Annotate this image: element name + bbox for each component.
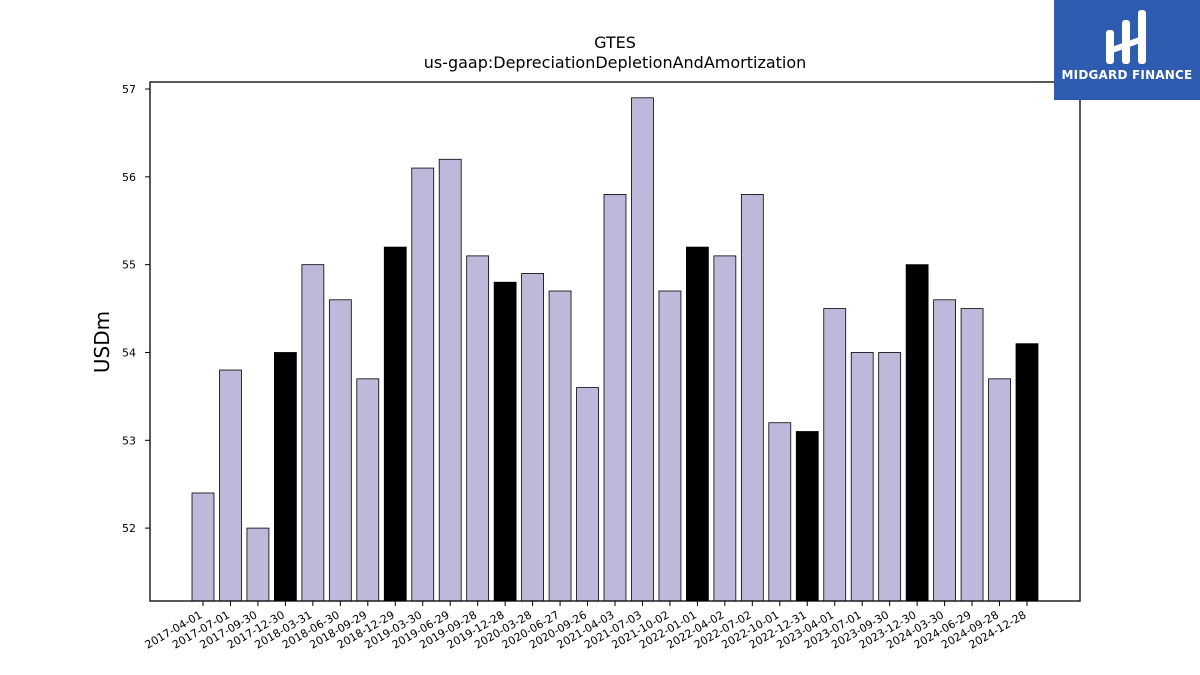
bar-2019-03-30 <box>411 167 435 602</box>
plot-frame <box>149 81 1081 602</box>
bar-2024-12-28 <box>1015 343 1039 602</box>
bar-2021-07-03 <box>631 97 654 602</box>
bar-2018-06-30 <box>328 299 352 602</box>
bars-group <box>191 97 1039 602</box>
bar-2023-09-30 <box>878 352 902 602</box>
x-ticks-group: 2017-04-012017-07-012017-09-302017-12-30… <box>143 601 1029 652</box>
chart-subtitle: us-gaap:DepreciationDepletionAndAmortiza… <box>424 53 807 72</box>
bar-2017-09-30 <box>246 527 270 602</box>
y-tick-label: 52 <box>122 522 136 535</box>
bar-2017-04-01 <box>191 492 215 602</box>
bar-2020-09-26 <box>576 387 599 602</box>
bar-2024-03-30 <box>933 299 956 602</box>
midgard-finance-logo: MIDGARD FINANCE <box>1054 0 1200 100</box>
bar-2019-09-28 <box>466 255 490 602</box>
chart-title: GTES <box>594 33 636 52</box>
y-tick-label: 55 <box>122 259 136 272</box>
bar-2019-06-29 <box>438 158 462 602</box>
y-tick-label: 53 <box>122 434 136 447</box>
bar-2020-06-27 <box>548 290 572 602</box>
bar-2021-10-02 <box>658 290 682 602</box>
logo-text: MIDGARD FINANCE <box>1061 68 1193 82</box>
bar-2017-07-01 <box>219 369 242 602</box>
bar-2019-12-28 <box>493 281 517 602</box>
bar-2018-03-31 <box>301 264 325 602</box>
bar-2023-12-30 <box>905 264 929 602</box>
bar-2023-04-01 <box>823 308 847 602</box>
bar-2018-09-29 <box>356 378 380 602</box>
bar-2024-09-28 <box>988 378 1011 602</box>
y-tick-label: 54 <box>122 346 136 359</box>
bar-2022-04-02 <box>713 255 737 602</box>
y-ticks-group: 52 53 54 55 56 57 <box>122 83 150 535</box>
bar-2018-12-29 <box>383 246 407 602</box>
bar-2021-04-03 <box>603 194 627 602</box>
bar-2022-01-01 <box>686 246 709 602</box>
midgard-logo-icon <box>1106 10 1146 64</box>
y-axis-label: USDm <box>90 311 114 373</box>
bar-2022-10-01 <box>768 422 792 602</box>
y-tick-label: 57 <box>122 83 136 96</box>
bar-2023-07-01 <box>850 352 874 602</box>
bar-2020-03-28 <box>521 273 544 602</box>
y-tick-label: 56 <box>122 171 136 184</box>
bar-2022-07-02 <box>740 194 764 602</box>
bar-2024-06-29 <box>960 308 984 602</box>
bar-2017-12-30 <box>274 352 297 602</box>
bar-2022-12-31 <box>795 431 819 602</box>
